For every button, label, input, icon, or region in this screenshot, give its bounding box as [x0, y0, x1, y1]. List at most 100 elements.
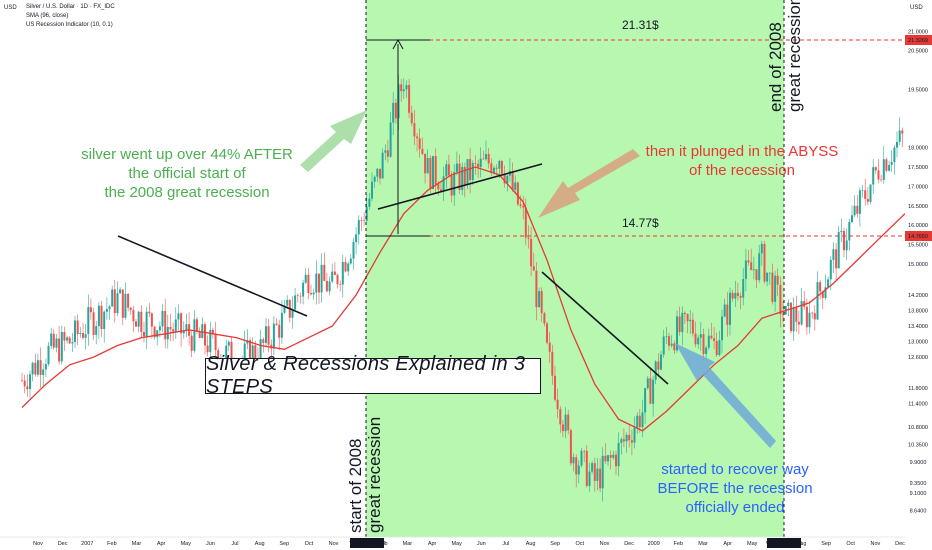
candle-body-96 [275, 323, 278, 325]
price-label-low-box [905, 231, 932, 241]
candle-body-92 [265, 326, 267, 343]
candle-body-229 [628, 434, 631, 441]
y-tick-18: 17.5000 [908, 165, 928, 171]
candle-body-21 [76, 320, 79, 334]
candle-body-310 [843, 230, 845, 251]
candle-body-12 [52, 333, 55, 348]
candle-body-201 [554, 375, 556, 400]
price-axis[interactable] [905, 0, 932, 537]
candle-body-202 [556, 399, 559, 410]
y-tick-21: 20.5000 [908, 49, 928, 55]
candle-body-204 [561, 424, 564, 432]
candle-body-254 [694, 333, 697, 345]
candle-body-16 [63, 332, 66, 341]
y-tick-20: 19.5000 [908, 88, 928, 94]
candle-body-99 [283, 305, 286, 313]
x-tick-23: Nov [600, 541, 610, 547]
candle-body-85 [246, 340, 249, 344]
candle-body-324 [880, 179, 883, 181]
x-tick-3: Feb [107, 541, 116, 547]
candle-body-144 [402, 89, 405, 92]
candle-body-108 [307, 274, 310, 294]
candle-body-263 [718, 340, 721, 355]
candle-body-40 [127, 293, 130, 308]
y-tick-5: 10.8000 [908, 425, 928, 431]
legend-recession: US Recession Indicator (10, 0.1) [26, 22, 113, 28]
candle-body-106 [302, 282, 305, 297]
candle-body-109 [310, 293, 312, 295]
x-tick-6: May [181, 541, 192, 547]
candle-body-78 [227, 341, 230, 346]
candle-body-322 [874, 167, 877, 171]
candle-body-275 [750, 262, 753, 271]
candle-body-216 [593, 463, 596, 481]
y-tick-22: 21.0000 [908, 29, 928, 35]
x-axis-ticks: Nov Dec 2007 Feb Mar Apr May Jun Jul Aug Sep Oct Nov… [33, 541, 905, 547]
candle-body-129 [363, 220, 366, 221]
candle-body-261 [713, 338, 716, 341]
candle-body-302 [821, 291, 824, 298]
candle-body-90 [259, 339, 262, 363]
chart-title-box: Silver & Recessions Explained in 3 STEPS [205, 353, 541, 398]
y-tick-10: 13.4000 [908, 324, 928, 330]
candle-body-102 [291, 309, 294, 318]
candle-body-95 [272, 323, 275, 349]
candle-body-169 [469, 159, 472, 180]
candle-body-287 [782, 314, 784, 315]
candle-body-61 [182, 330, 185, 334]
candle-body-116 [328, 281, 331, 292]
candle-body-136 [381, 152, 384, 179]
candle-body-246 [673, 343, 676, 351]
candle-body-156 [434, 156, 437, 185]
candle-body-141 [394, 102, 397, 119]
x-tick-32: Sep [821, 541, 831, 547]
candle-body-195 [538, 291, 541, 307]
candle-body-29 [97, 305, 100, 327]
candle-body-30 [100, 305, 103, 329]
candle-body-289 [787, 302, 790, 307]
candle-body-197 [543, 313, 546, 324]
candle-body-38 [121, 289, 124, 318]
candle-body-113 [320, 264, 323, 293]
candle-body-236 [646, 378, 649, 389]
candle-body-160 [445, 164, 448, 177]
candle-body-27 [92, 312, 95, 335]
currency-right: USD [910, 5, 923, 11]
candle-body-26 [89, 307, 92, 313]
candle-body-218 [599, 468, 602, 489]
candle-body-54 [164, 311, 167, 340]
candle-body-305 [829, 259, 832, 280]
candle-body-130 [365, 206, 368, 221]
candle-body-176 [487, 154, 490, 164]
candle-body-241 [660, 354, 662, 370]
candle-body-59 [177, 313, 180, 320]
candle-body-268 [731, 292, 734, 299]
candle-body-232 [636, 415, 639, 428]
time-axis[interactable] [0, 537, 932, 550]
candle-body-45 [140, 311, 143, 332]
candle-body-245 [670, 343, 673, 346]
x-tick-11: Oct [305, 541, 314, 547]
candle-body-233 [638, 415, 641, 428]
candle-body-280 [763, 243, 766, 282]
x-tick-8: Jul [231, 541, 238, 547]
candle-body-215 [591, 463, 594, 472]
candle-body-43 [135, 321, 137, 327]
candle-body-33 [108, 306, 111, 310]
candle-body-266 [726, 304, 729, 325]
candle-body-178 [493, 167, 495, 173]
x-tick-27: Mar [698, 541, 708, 547]
candle-body-291 [792, 307, 795, 332]
start-recession-label: start of 2008 great recession [346, 416, 384, 533]
candle-body-56 [169, 327, 172, 330]
candle-body-100 [286, 300, 289, 306]
candle-body-137 [384, 150, 387, 153]
y-tick-1: 9.1000 [910, 491, 927, 497]
x-tick-7: Jun [206, 541, 215, 547]
candle-body-296 [805, 306, 808, 328]
candle-body-64 [190, 335, 193, 351]
candle-body-284 [774, 275, 777, 302]
candle-body-111 [315, 273, 318, 293]
candle-body-281 [766, 272, 769, 282]
